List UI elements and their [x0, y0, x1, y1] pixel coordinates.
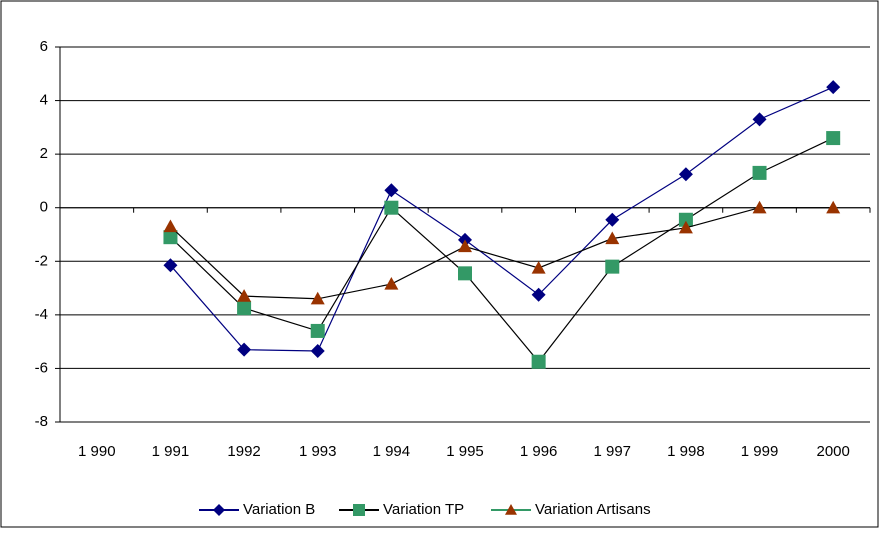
- marker: [310, 344, 325, 359]
- marker: [237, 289, 252, 302]
- marker: [213, 504, 225, 516]
- marker: [605, 212, 620, 227]
- x-tick-label: 1 995: [446, 443, 484, 460]
- marker: [605, 259, 620, 274]
- marker: [605, 231, 620, 245]
- marker: [163, 230, 178, 245]
- marker: [678, 212, 693, 227]
- x-tick-label: 2000: [816, 443, 849, 460]
- legend-label: Variation B: [243, 501, 315, 518]
- x-tick-label: 1 996: [520, 443, 558, 460]
- marker: [826, 200, 841, 214]
- marker: [678, 167, 693, 182]
- marker: [310, 291, 325, 305]
- x-tick-label: 1 999: [741, 443, 779, 460]
- y-tick-label: 6: [40, 38, 48, 55]
- marker: [384, 277, 399, 290]
- marker: [752, 165, 767, 180]
- y-tick-label: -6: [35, 359, 48, 376]
- x-tick-label: 1 991: [152, 443, 190, 460]
- y-tick-label: -8: [35, 413, 48, 430]
- y-tick-label: -4: [35, 306, 48, 323]
- marker: [752, 200, 767, 214]
- marker: [237, 301, 252, 316]
- series-line: [170, 207, 834, 300]
- series-line: [170, 137, 834, 363]
- y-tick-label: 0: [40, 199, 48, 216]
- marker: [826, 80, 841, 95]
- x-tick-label: 1 997: [593, 443, 631, 460]
- legend-label: Variation Artisans: [535, 501, 651, 518]
- marker: [826, 131, 841, 146]
- x-tick-label: 1992: [227, 443, 260, 460]
- marker: [310, 323, 325, 338]
- x-tick-label: 1 990: [78, 443, 116, 460]
- marker: [531, 287, 546, 302]
- x-tick-label: 1 998: [667, 443, 705, 460]
- marker: [678, 220, 693, 234]
- marker: [384, 183, 399, 198]
- marker: [531, 354, 546, 369]
- marker: [237, 342, 252, 357]
- marker: [531, 260, 546, 274]
- marker: [505, 504, 517, 515]
- y-tick-label: -2: [35, 252, 48, 269]
- marker: [163, 219, 178, 233]
- marker: [384, 200, 399, 215]
- x-tick-label: 1 993: [299, 443, 337, 460]
- y-tick-label: 2: [40, 145, 48, 162]
- marker: [458, 239, 472, 253]
- series-line: [170, 86, 834, 352]
- y-tick-label: 4: [40, 92, 48, 109]
- marker: [163, 258, 178, 273]
- marker: [458, 266, 472, 281]
- marker: [752, 112, 767, 127]
- legend-label: Variation TP: [383, 501, 464, 518]
- x-tick-label: 1 994: [373, 443, 411, 460]
- marker: [353, 504, 365, 516]
